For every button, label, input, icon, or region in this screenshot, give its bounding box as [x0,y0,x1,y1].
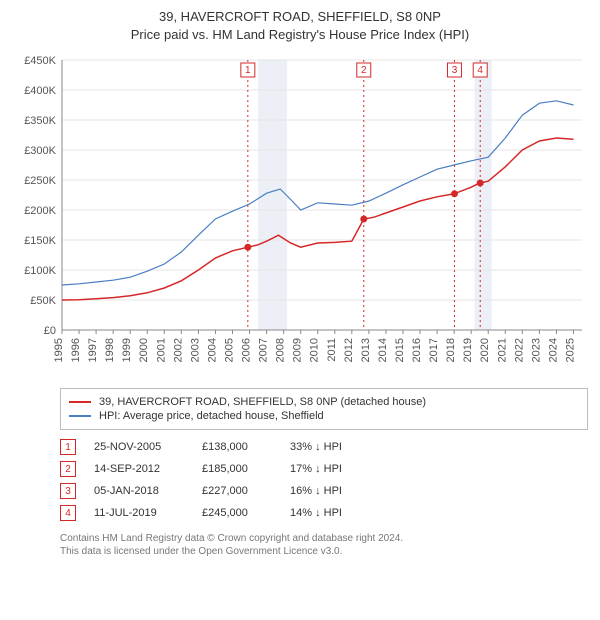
svg-text:£350K: £350K [24,115,56,127]
title-block: 39, HAVERCROFT ROAD, SHEFFIELD, S8 0NP P… [0,0,600,48]
table-row: 3 05-JAN-2018 £227,000 16% ↓ HPI [60,480,588,502]
svg-text:2003: 2003 [189,338,201,362]
svg-text:2019: 2019 [462,338,474,362]
svg-text:1998: 1998 [104,338,116,362]
hpi-delta: 16% ↓ HPI [290,485,380,497]
svg-text:3: 3 [452,66,458,77]
svg-text:2000: 2000 [138,338,150,362]
svg-text:2018: 2018 [445,338,457,362]
svg-text:1997: 1997 [87,338,99,362]
footer-line2: This data is licensed under the Open Gov… [60,545,588,558]
svg-text:£400K: £400K [24,85,56,97]
footer: Contains HM Land Registry data © Crown c… [60,532,588,558]
svg-text:2015: 2015 [394,338,406,362]
svg-text:2024: 2024 [547,338,559,362]
svg-text:2022: 2022 [513,338,525,362]
svg-text:2005: 2005 [223,338,235,362]
price-table: 1 25-NOV-2005 £138,000 33% ↓ HPI 2 14-SEP-201… [60,436,588,524]
title-subtitle: Price paid vs. HM Land Registry's House … [0,26,600,44]
marker-index-box: 1 [60,439,76,455]
svg-text:2010: 2010 [309,338,321,362]
table-row: 1 25-NOV-2005 £138,000 33% ↓ HPI [60,436,588,458]
svg-text:2020: 2020 [479,338,491,362]
chart: £0 £50K £100K £150K £200K £250K £300K £350K £400… [0,48,600,382]
svg-text:1996: 1996 [70,338,82,362]
svg-text:£200K: £200K [24,205,56,217]
legend-item-property: 39, HAVERCROFT ROAD, SHEFFIELD, S8 0NP (… [69,395,579,409]
svg-text:2008: 2008 [275,338,287,362]
svg-text:2006: 2006 [241,338,253,362]
svg-text:2021: 2021 [496,338,508,362]
svg-text:2017: 2017 [428,338,440,362]
legend-item-hpi: HPI: Average price, detached house, Shef… [69,409,579,423]
legend-label: HPI: Average price, detached house, Shef… [99,410,324,422]
table-row: 4 11-JUL-2019 £245,000 14% ↓ HPI [60,502,588,524]
legend-swatch [69,401,91,403]
svg-text:2002: 2002 [172,338,184,362]
svg-text:£100K: £100K [24,265,56,277]
svg-text:2004: 2004 [206,338,218,362]
sale-price: £245,000 [202,507,272,519]
svg-text:2: 2 [361,66,367,77]
svg-text:2011: 2011 [326,338,338,362]
marker-index-box: 2 [60,461,76,477]
svg-text:£300K: £300K [24,145,56,157]
chart-svg: £0 £50K £100K £150K £200K £250K £300K £350K £400… [8,52,592,382]
svg-text:2009: 2009 [292,338,304,362]
sale-date: 14-SEP-2012 [94,463,184,475]
footer-line1: Contains HM Land Registry data © Crown c… [60,532,588,545]
svg-text:£150K: £150K [24,235,56,247]
svg-text:2023: 2023 [530,338,542,362]
table-row: 2 14-SEP-2012 £185,000 17% ↓ HPI [60,458,588,480]
hpi-delta: 33% ↓ HPI [290,441,380,453]
svg-text:2001: 2001 [155,338,167,362]
svg-text:4: 4 [477,66,483,77]
legend-label: 39, HAVERCROFT ROAD, SHEFFIELD, S8 0NP (… [99,396,426,408]
svg-text:£0: £0 [44,325,56,337]
title-address: 39, HAVERCROFT ROAD, SHEFFIELD, S8 0NP [0,8,600,26]
svg-text:2013: 2013 [360,338,372,362]
svg-text:1: 1 [245,66,251,77]
svg-text:2025: 2025 [564,338,576,362]
svg-text:1999: 1999 [121,338,133,362]
sale-date: 05-JAN-2018 [94,485,184,497]
svg-text:2012: 2012 [343,338,355,362]
legend: 39, HAVERCROFT ROAD, SHEFFIELD, S8 0NP (… [60,388,588,430]
sale-date: 11-JUL-2019 [94,507,184,519]
hpi-delta: 17% ↓ HPI [290,463,380,475]
marker-index-box: 3 [60,483,76,499]
sale-price: £185,000 [202,463,272,475]
svg-text:1995: 1995 [53,338,65,362]
sale-price: £227,000 [202,485,272,497]
svg-text:£450K: £450K [24,55,56,67]
sale-date: 25-NOV-2005 [94,441,184,453]
svg-text:2014: 2014 [377,338,389,362]
legend-swatch [69,415,91,417]
sale-price: £138,000 [202,441,272,453]
marker-index-box: 4 [60,505,76,521]
hpi-delta: 14% ↓ HPI [290,507,380,519]
svg-text:£250K: £250K [24,175,56,187]
svg-text:2016: 2016 [411,338,423,362]
svg-text:2007: 2007 [258,338,270,362]
svg-text:£50K: £50K [30,295,56,307]
page: 39, HAVERCROFT ROAD, SHEFFIELD, S8 0NP P… [0,0,600,558]
